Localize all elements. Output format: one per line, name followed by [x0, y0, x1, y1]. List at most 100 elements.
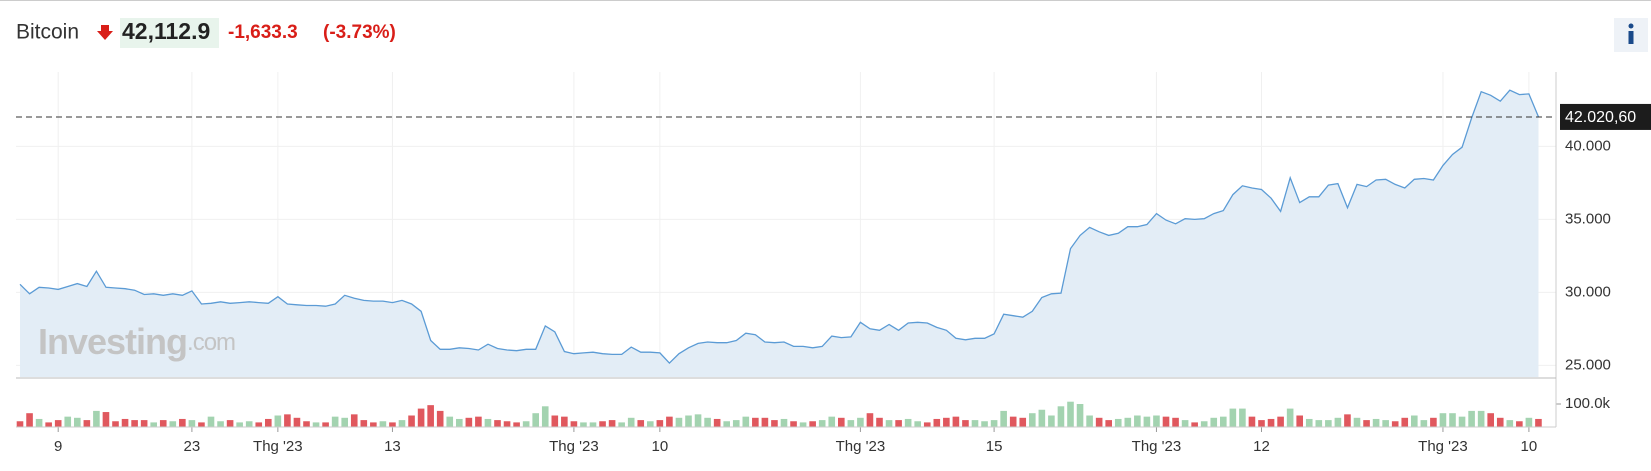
volume-bar — [150, 422, 157, 427]
y-tick-label: 35.000 — [1565, 210, 1611, 227]
volume-bar — [580, 422, 587, 427]
x-tick-label: 15 — [986, 438, 1003, 455]
x-tick-label: 23 — [184, 438, 201, 455]
volume-bar — [1191, 422, 1198, 427]
watermark-main: Investing — [38, 321, 187, 362]
price-line — [19, 89, 1540, 365]
volume-bar — [169, 421, 177, 427]
x-tick-label: 12 — [1253, 438, 1270, 455]
volume-bar — [532, 413, 539, 427]
volume-bar — [1038, 409, 1046, 427]
volume-bar — [904, 418, 912, 427]
volume-bar — [245, 421, 253, 427]
volume-bar — [637, 420, 645, 427]
volume-bar — [1391, 421, 1399, 427]
volume-bar — [704, 417, 711, 427]
volume-bar — [828, 416, 836, 427]
volume-bar — [895, 420, 902, 427]
volume-bar — [35, 418, 43, 427]
volume-bar — [876, 417, 883, 427]
volume-bar — [121, 418, 129, 427]
volume-bar — [857, 417, 864, 427]
volume-bar — [780, 418, 788, 427]
price: 42,112.9 — [122, 18, 210, 44]
volume-bar — [265, 418, 272, 427]
volume-bar — [1286, 408, 1294, 427]
volume-bar — [16, 421, 24, 427]
volume-bar — [1315, 420, 1323, 427]
volume-bar — [207, 416, 215, 427]
volume-bar — [102, 412, 110, 427]
volume-bar — [427, 405, 434, 427]
volume-bar — [1220, 416, 1227, 427]
change: -1,633.3 — [228, 22, 298, 43]
x-tick-label: Thg '23 — [549, 438, 599, 455]
info-button[interactable] — [1614, 18, 1648, 52]
volume-bar — [112, 421, 119, 427]
y-tick-label: 25.000 — [1565, 356, 1611, 373]
volume-bar — [465, 417, 473, 427]
volume-bar — [1458, 416, 1466, 427]
volume-bar — [818, 420, 826, 427]
volume-bar — [1267, 418, 1275, 427]
volume-bar — [293, 417, 301, 427]
volume-bar — [513, 422, 520, 427]
volume-bar — [1048, 415, 1055, 427]
volume-bar — [1134, 415, 1141, 427]
volume-bar — [1057, 406, 1065, 427]
volume-bar — [1449, 413, 1456, 427]
volume-bar — [551, 415, 559, 427]
volume-bar — [322, 422, 329, 427]
volume-bar — [1305, 418, 1313, 427]
x-tick-label: Thg '23 — [1132, 438, 1182, 455]
volume-bar — [1325, 420, 1332, 427]
volume-bar — [475, 416, 482, 427]
volume-bar — [417, 408, 425, 427]
chart-title: Bitcoin — [16, 21, 79, 44]
down-arrow — [97, 25, 113, 40]
volume-bar — [341, 417, 348, 427]
volume-bar — [1277, 416, 1284, 427]
info-dot — [1628, 23, 1634, 29]
volume-bar — [1124, 417, 1132, 427]
plot — [16, 89, 1542, 427]
volume-bar — [1296, 415, 1303, 427]
volume-bar — [389, 422, 396, 427]
volume-bar — [484, 418, 492, 427]
volume-bar — [656, 420, 664, 427]
volume-bar — [284, 414, 291, 427]
volume-bar — [1363, 420, 1370, 427]
volume-bar — [312, 422, 320, 427]
volume-bar — [379, 421, 387, 427]
volume-bar — [723, 421, 730, 427]
volume-bar — [570, 421, 578, 427]
volume-bar — [742, 416, 750, 427]
volume-bar — [1105, 420, 1112, 427]
volume-bar — [1143, 416, 1151, 427]
volume-bar — [1477, 410, 1485, 427]
volume-bar — [1382, 420, 1389, 427]
volume-bar — [914, 421, 921, 427]
volume-bar — [522, 421, 530, 427]
volume-tick-label: 100.0k — [1565, 395, 1611, 412]
x-tick-label: Thg '23 — [253, 438, 303, 455]
volume-bar — [1162, 416, 1170, 427]
volume-bar — [93, 410, 100, 427]
volume-bar — [398, 420, 406, 427]
last-price-box — [1560, 103, 1651, 130]
volume-bar — [675, 417, 683, 427]
volume-bar — [54, 420, 62, 427]
volume-bar — [1172, 417, 1179, 427]
volume-bar — [561, 416, 568, 427]
volume-bar — [1153, 415, 1160, 427]
volume-bar — [799, 422, 807, 427]
volume-bar — [503, 421, 511, 427]
volume-bar — [1506, 420, 1514, 427]
price-area — [20, 90, 1539, 377]
volume-bar — [188, 420, 196, 427]
volume-bar — [83, 420, 91, 427]
volume-bar — [217, 421, 224, 427]
volume-bar — [943, 417, 950, 427]
